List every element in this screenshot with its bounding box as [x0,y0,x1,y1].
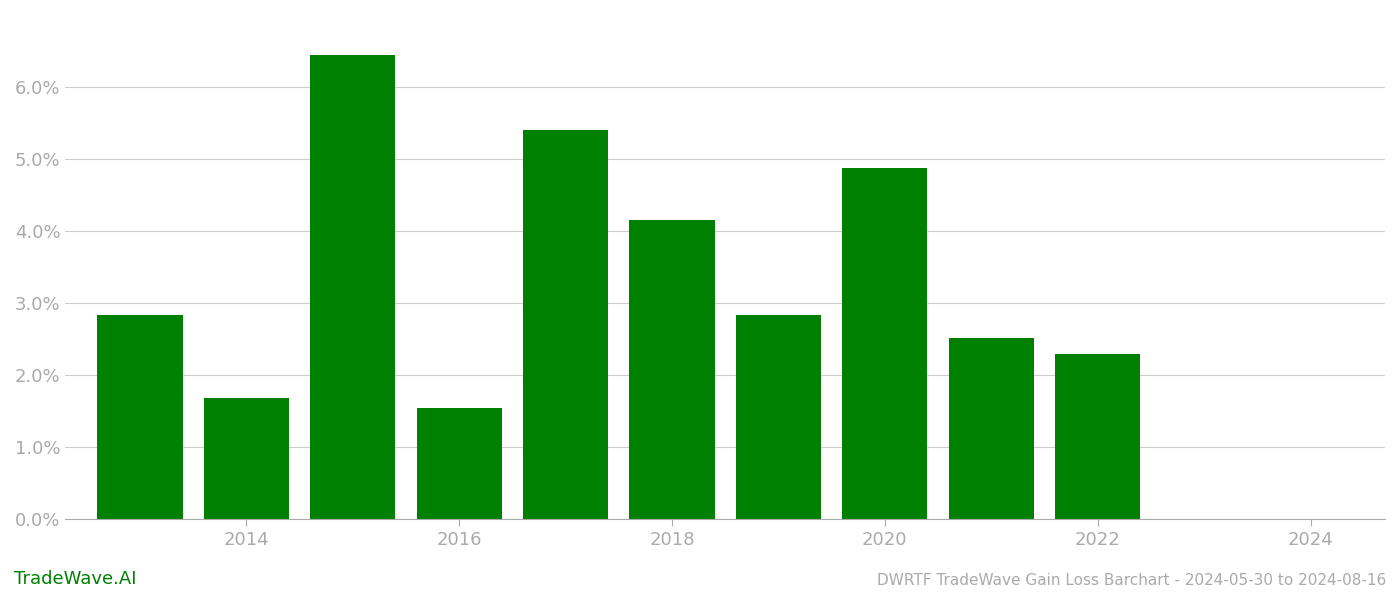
Bar [204,398,288,519]
Bar [630,220,714,519]
Bar [949,338,1033,519]
Bar [524,130,608,519]
Bar [417,407,501,519]
Bar [98,316,182,519]
Bar [1056,353,1140,519]
Text: TradeWave.AI: TradeWave.AI [14,570,137,588]
Text: DWRTF TradeWave Gain Loss Barchart - 2024-05-30 to 2024-08-16: DWRTF TradeWave Gain Loss Barchart - 202… [876,573,1386,588]
Bar [736,316,820,519]
Bar [843,167,927,519]
Bar [311,55,395,519]
